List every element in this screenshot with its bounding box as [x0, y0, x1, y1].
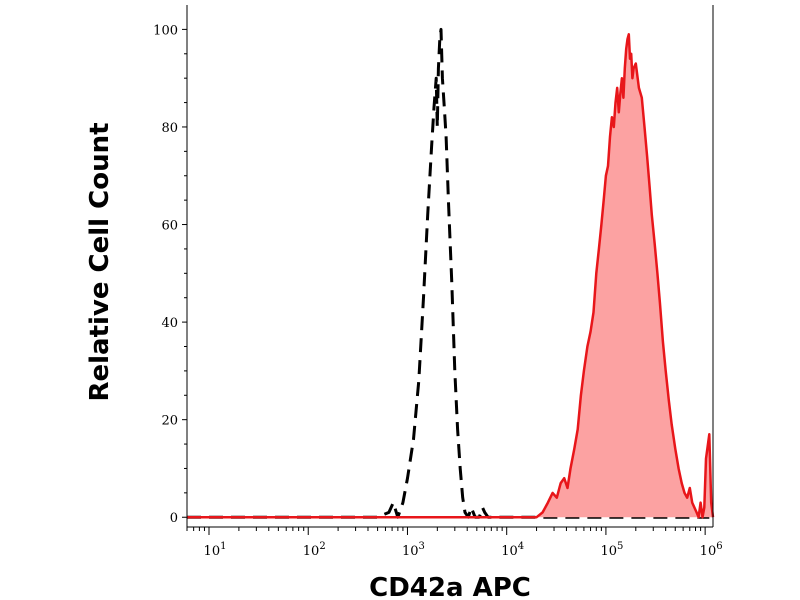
- y-tick-label: 0: [170, 511, 178, 526]
- x-tick-label: 106: [700, 541, 723, 559]
- y-tick-label: 100: [153, 23, 178, 38]
- series-layer: [187, 27, 715, 519]
- series-1-line: [187, 33, 715, 519]
- y-tick-label: 20: [161, 414, 178, 429]
- y-tick-label: 40: [161, 316, 178, 331]
- y-ticks: 0 20 40 60 80 100: [153, 23, 187, 526]
- y-tick-label: 80: [161, 121, 178, 136]
- x-tick-label: 101: [204, 541, 227, 559]
- series-1: [187, 33, 715, 519]
- y-tick-label: 60: [161, 219, 178, 234]
- x-tick-label: 104: [501, 541, 524, 559]
- x-axis-title: CD42a APC: [369, 573, 531, 600]
- x-tick-label: 103: [402, 541, 425, 559]
- x-tick-label: 105: [600, 541, 623, 559]
- y-axis-title: Relative Cell Count: [85, 122, 115, 401]
- x-ticks: 101 102 103 104 105 106: [186, 527, 723, 559]
- x-tick-label: 102: [303, 541, 326, 559]
- axes-frame: [186, 5, 714, 528]
